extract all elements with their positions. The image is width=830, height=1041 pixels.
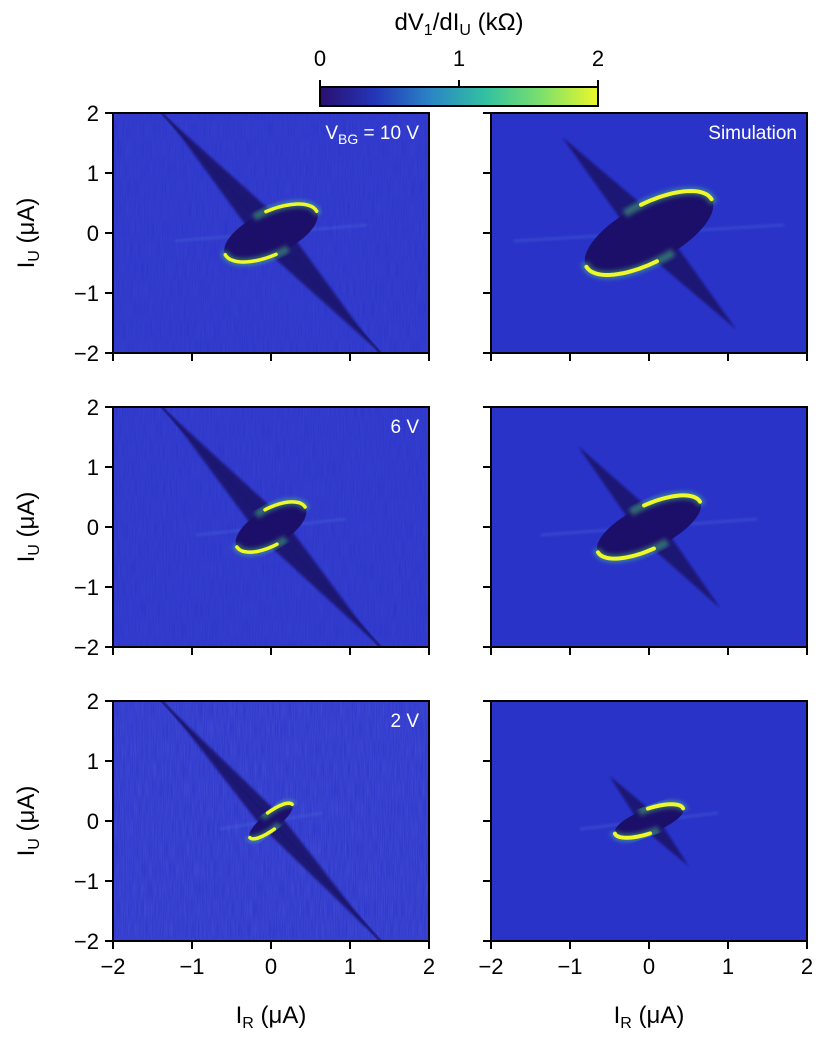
y-tick-label: 0 <box>87 809 99 834</box>
y-tick-label: −1 <box>74 575 99 600</box>
heatmap-edge <box>596 546 656 561</box>
colorbar-tick-label: 2 <box>592 46 604 71</box>
y-tick-label: 1 <box>87 161 99 186</box>
x-tick-label: −1 <box>557 954 582 979</box>
heatmap-panel-measurement-6v: 2 1 0 −1 −2 IU (μA) 6 V <box>13 395 430 660</box>
colorbar-ticks: 0 1 2 <box>314 46 604 87</box>
x-tick-label: 2 <box>423 954 435 979</box>
heatmap-edge <box>248 827 277 841</box>
y-tick-label: −2 <box>74 341 99 366</box>
x-tick-label: 1 <box>344 954 356 979</box>
y-axis-label: IU (μA) <box>13 786 43 857</box>
y-tick-label: 0 <box>87 221 99 246</box>
heatmap-pocket <box>249 803 293 839</box>
x-tick-label: −1 <box>179 954 204 979</box>
y-tick-label: 1 <box>87 455 99 480</box>
y-tick-label: −1 <box>74 869 99 894</box>
y-tick-label: 2 <box>87 689 99 714</box>
heatmap-edge <box>265 801 294 815</box>
x-tick-label: 1 <box>722 954 734 979</box>
heatmap-edge <box>584 259 659 277</box>
panel-label: Simulation <box>708 123 797 144</box>
heatmap-pocket <box>597 495 701 559</box>
colorbar-tick-label: 1 <box>453 46 465 71</box>
colorbar-title: dV1/dIU (kΩ) <box>394 9 523 39</box>
heatmap-edge <box>642 493 702 508</box>
heatmap-pocket <box>235 501 307 553</box>
heatmap-edge <box>645 802 686 811</box>
colorbar-gradient <box>319 86 599 107</box>
panels: 210−1−2IU (μA)VBG = 10 V Simulation210−1−… <box>13 101 813 1032</box>
y-tick-label: 2 <box>87 101 99 126</box>
heatmap-panel-measurement-2v: −2 −1 0 1 2 2 1 0 −1 −2 IU (μA) IR (μA) 2 V <box>13 689 435 1032</box>
y-axis-label: IU (μA) <box>13 492 43 563</box>
x-tick-label: 0 <box>265 954 277 979</box>
heatmap-edge <box>612 831 653 840</box>
x-axis-label: IR (μA) <box>236 1002 307 1032</box>
heatmap-panel-simulation-2v: −2 −1 0 1 2 IR (μA) <box>478 700 813 1032</box>
x-tick-label: 2 <box>801 954 813 979</box>
heatmap-panel-simulation-6v <box>483 406 808 655</box>
colorbar-tick-label: 0 <box>314 46 326 71</box>
heatmap-pocket <box>224 204 318 262</box>
heatmap-panel-simulation-10v: Simulation <box>483 112 808 361</box>
heatmap-panel-measurement-10v: 2 1 0 −1 −2 IU (μA) VBG = 10 V <box>13 101 430 366</box>
y-tick-label: 0 <box>87 515 99 540</box>
panel-label: VBG = 10 V <box>325 123 419 147</box>
heatmap-edge <box>639 189 714 207</box>
x-axis-label: IR (μA) <box>614 1002 685 1032</box>
heatmap-pocket <box>584 191 714 275</box>
y-tick-label: −2 <box>74 929 99 954</box>
heatmap-edge <box>263 500 307 512</box>
y-tick-label: −1 <box>74 281 99 306</box>
y-tick-label: 1 <box>87 749 99 774</box>
heatmap-edge <box>235 542 279 554</box>
y-axis-label: IU (μA) <box>13 198 43 269</box>
heatmap-edge <box>264 202 319 214</box>
y-tick-label: 2 <box>87 395 99 420</box>
heatmap-pocket <box>614 804 684 838</box>
panel-label: 6 V <box>390 417 419 438</box>
x-tick-label: −2 <box>478 954 503 979</box>
x-tick-label: 0 <box>643 954 655 979</box>
colorbar: dV1/dIU (kΩ) 0 1 2 <box>314 9 604 107</box>
x-tick-label: −2 <box>100 954 125 979</box>
heatmap-edge <box>223 252 278 264</box>
panel-label: 2 V <box>390 711 419 732</box>
y-tick-label: −2 <box>74 635 99 660</box>
